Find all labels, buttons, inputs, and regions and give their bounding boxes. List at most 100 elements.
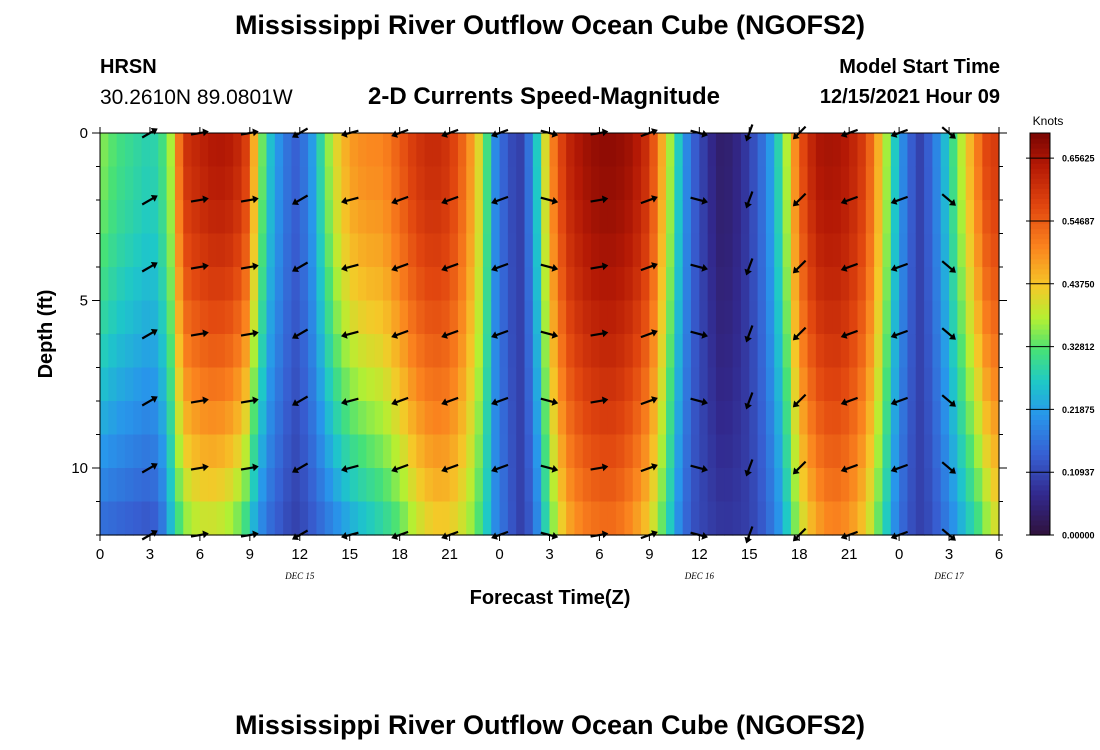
heatmap-cell — [657, 133, 667, 168]
arrow-shaft — [690, 464, 704, 470]
heatmap-cell — [266, 501, 276, 536]
x-tick-label: 21 — [841, 546, 858, 563]
heatmap-cell — [441, 367, 451, 402]
heatmap-cell — [524, 468, 534, 503]
heatmap-cell — [932, 367, 942, 402]
heatmap-cell — [632, 501, 642, 536]
heatmap-cell — [940, 166, 950, 201]
heatmap-cell — [566, 367, 576, 402]
heatmap-cell — [341, 367, 351, 402]
heatmap-cell — [557, 367, 567, 402]
heatmap-cell — [324, 166, 334, 201]
current-vector-arrow — [292, 462, 309, 473]
heatmap-cell — [466, 334, 476, 369]
heatmap-cell — [383, 401, 392, 436]
heatmap-cell — [649, 200, 659, 235]
heatmap-cell — [965, 233, 975, 268]
heatmap-cell — [682, 468, 692, 503]
heatmap-cell — [266, 401, 276, 436]
arrow-head — [491, 465, 498, 473]
heatmap-cell — [457, 233, 467, 268]
heatmap-cell — [807, 501, 817, 536]
heatmap-cell — [141, 233, 151, 268]
arrow-shaft — [540, 330, 554, 336]
heatmap-cell — [424, 468, 434, 503]
heatmap-cell — [191, 267, 201, 302]
current-vector-arrow — [640, 463, 658, 473]
heatmap-cell — [765, 401, 775, 436]
heatmap-cell — [549, 166, 559, 201]
heatmap-cell — [324, 434, 334, 469]
heatmap-cell — [216, 434, 226, 469]
arrow-shaft — [141, 197, 154, 206]
heatmap-cell — [349, 133, 359, 168]
heatmap-cell — [982, 401, 992, 436]
heatmap-cell — [666, 501, 675, 536]
heatmap-cell — [840, 233, 850, 268]
colorbar-segment — [1030, 379, 1050, 385]
heatmap-cell — [807, 133, 817, 168]
heatmap-cell — [657, 401, 667, 436]
arrow-head — [491, 398, 498, 406]
heatmap-cell — [699, 267, 709, 302]
heatmap-cell — [732, 367, 742, 402]
arrow-head — [341, 331, 348, 339]
heatmap-cell — [974, 200, 983, 235]
heatmap-cell — [491, 300, 501, 335]
heatmap-cell — [224, 166, 234, 201]
arrow-head — [150, 262, 158, 269]
heatmap-cell — [532, 434, 542, 469]
heatmap-cell — [849, 267, 859, 302]
heatmap-cell — [283, 468, 293, 503]
colorbar-segment — [1030, 298, 1050, 305]
heatmap-cell — [782, 200, 792, 235]
heatmap-cell — [832, 267, 842, 302]
arrow-head — [792, 199, 800, 207]
heatmap-cell — [715, 300, 725, 335]
heatmap-cell — [174, 367, 184, 402]
heatmap-cell — [241, 233, 251, 268]
heatmap-cell — [890, 133, 900, 168]
heatmap-cell — [849, 200, 859, 235]
arrow-shaft — [941, 126, 953, 137]
heatmap-cell — [807, 233, 817, 268]
heatmap-cell — [466, 200, 476, 235]
heatmap-cell — [199, 200, 209, 235]
heatmap-cell — [441, 267, 451, 302]
heatmap-cell — [499, 401, 509, 436]
heatmap-cell — [399, 300, 409, 335]
heatmap-cell — [449, 300, 459, 335]
heatmap-cell — [416, 334, 426, 369]
current-vector-arrow — [590, 262, 609, 271]
colorbar-segment — [1030, 223, 1050, 230]
heatmap-cell — [499, 233, 509, 268]
heatmap-cell — [399, 367, 409, 402]
heatmap-cell — [591, 367, 601, 402]
heatmap-cell — [557, 166, 567, 201]
heatmap-cell — [874, 233, 884, 268]
heatmap-cell — [699, 401, 709, 436]
colorbar-segment — [1030, 168, 1050, 174]
colorbar-segment — [1030, 213, 1050, 220]
colorbar-segment — [1030, 138, 1050, 144]
heatmap-cell — [316, 300, 326, 335]
heatmap-cell — [799, 334, 809, 369]
heatmap-cell — [582, 401, 592, 436]
heatmap-cell — [691, 468, 700, 503]
heatmap-cell — [149, 434, 159, 469]
heatmap-cell — [349, 501, 359, 536]
heatmap-cell — [674, 300, 684, 335]
arrow-head — [792, 266, 800, 274]
heatmap-cell — [907, 267, 917, 302]
heatmap-cell — [291, 367, 301, 402]
heatmap-cell — [715, 233, 725, 268]
arrow-head — [150, 329, 158, 336]
arrow-shaft — [190, 265, 204, 270]
colorbar-segment — [1030, 228, 1050, 235]
heatmap-cell — [949, 300, 958, 335]
heatmap-cell — [108, 434, 118, 469]
heatmap-cell — [233, 166, 243, 201]
heatmap-cell — [358, 334, 367, 369]
colorbar-segment — [1030, 323, 1050, 330]
heatmap-cell — [116, 166, 126, 201]
